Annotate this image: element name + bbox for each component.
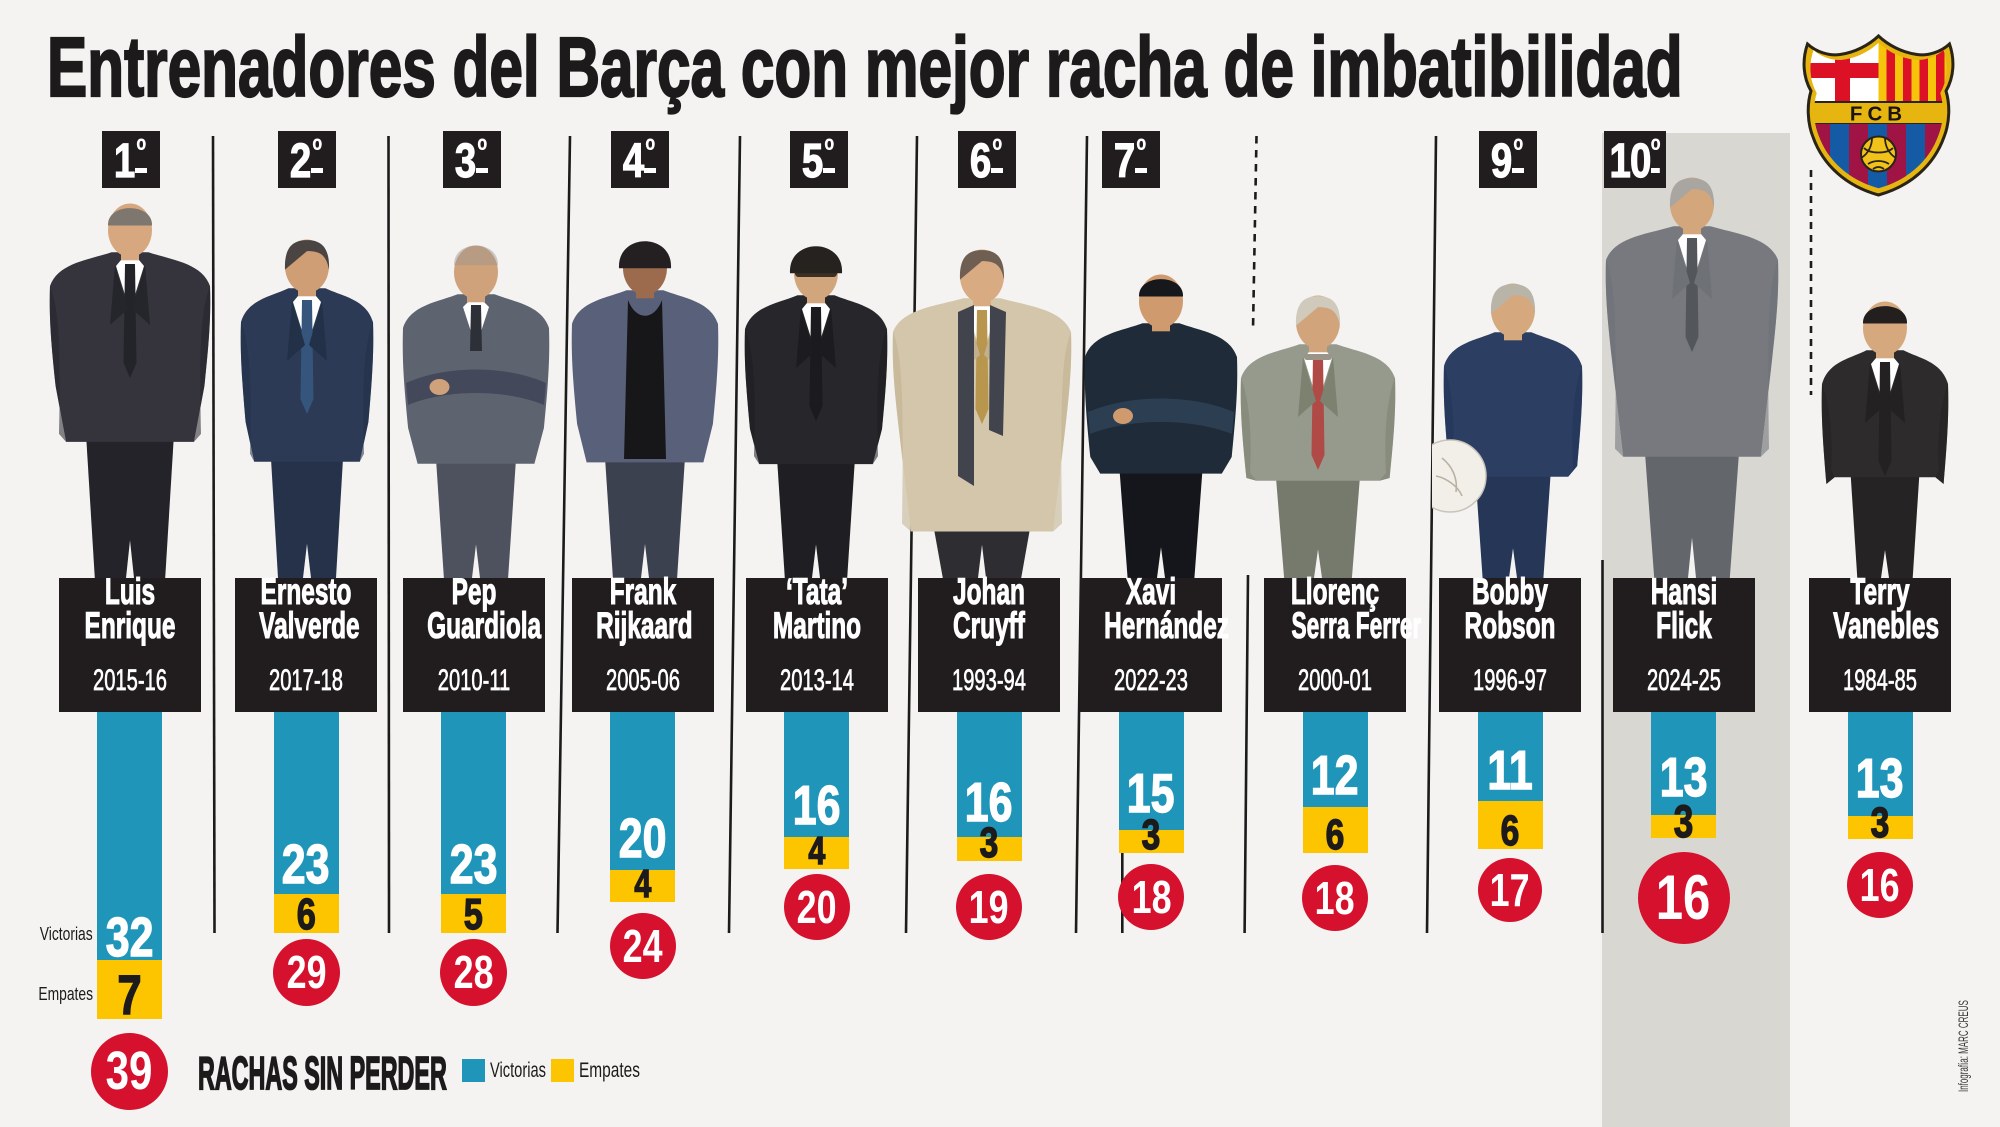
svg-text:FCB: FCB xyxy=(1850,103,1907,126)
